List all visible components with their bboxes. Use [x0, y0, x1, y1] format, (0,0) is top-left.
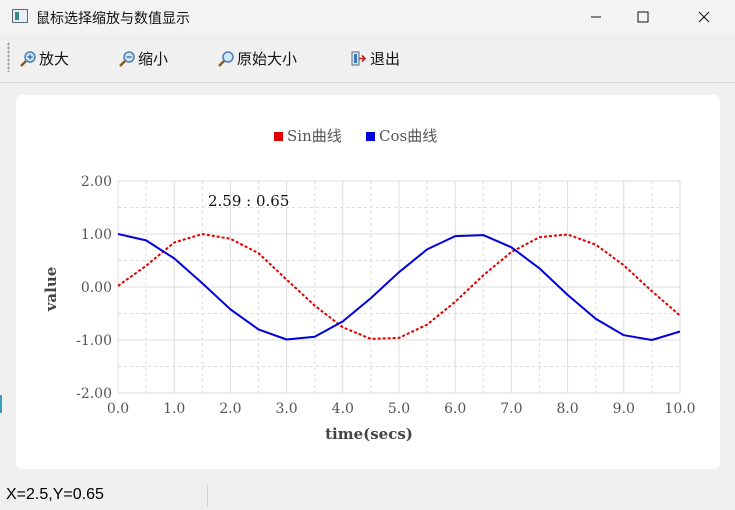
zoom-out-button[interactable]: 缩小	[119, 47, 168, 69]
x-tick-label: 2.0	[219, 401, 241, 417]
zoom-reset-label: 原始大小	[237, 49, 298, 68]
cos-series-line[interactable]	[117, 233, 681, 341]
exit-button[interactable]: 退出	[350, 47, 400, 69]
x-tick-label: 0.0	[107, 401, 129, 417]
cursor-value-readout: 2.59 : 0.65	[208, 192, 289, 210]
y-tick-label: 0.00	[81, 280, 112, 296]
chart-view[interactable]: 0.0 1.0 2.0 3.0 4.0 5.0 6.0 7.0 8.0 9.0 10.0 2.00 1.…	[16, 95, 720, 469]
exit-icon	[351, 51, 367, 65]
y-axis-title: value	[42, 267, 60, 313]
legend-cos-marker	[366, 132, 375, 141]
y-tick-label: 2.00	[81, 174, 112, 190]
close-icon	[698, 11, 710, 23]
x-tick-label: 9.0	[613, 401, 635, 417]
zoom-in-label: 放大	[39, 49, 70, 68]
zoom-reset-icon	[218, 50, 234, 67]
y-tick-label: -1.00	[76, 333, 112, 349]
exit-label: 退出	[370, 49, 401, 68]
minimize-icon	[591, 16, 601, 18]
legend-sin-label: Sin曲线	[287, 127, 342, 145]
toolbar: 放大 缩小 原始大小 退出	[0, 34, 735, 83]
maximize-icon	[637, 11, 649, 23]
sin-series-line[interactable]	[117, 233, 681, 340]
maximize-button[interactable]	[620, 0, 666, 34]
status-separator	[207, 485, 208, 507]
legend-cos-label: Cos曲线	[379, 127, 437, 145]
app-icon	[12, 9, 28, 23]
zoom-out-label: 缩小	[138, 49, 169, 68]
zoom-in-button[interactable]: 放大	[20, 47, 69, 69]
x-tick-label: 7.0	[500, 401, 522, 417]
x-tick-label: 1.0	[163, 401, 185, 417]
x-axis-title: time(secs)	[325, 425, 413, 443]
legend-sin-marker	[274, 132, 283, 141]
x-tick-label: 10.0	[664, 401, 695, 417]
zoom-reset-button[interactable]: 原始大小	[218, 47, 297, 69]
window-title: 鼠标选择缩放与数值显示	[36, 11, 190, 27]
window-edge-marker	[0, 395, 2, 413]
zoom-in-icon	[20, 50, 36, 67]
close-button[interactable]	[681, 0, 727, 34]
status-bar: X=2.5,Y=0.65	[0, 483, 735, 510]
title-bar: 鼠标选择缩放与数值显示	[0, 0, 735, 34]
y-tick-label: -2.00	[76, 386, 112, 402]
x-tick-label: 6.0	[444, 401, 466, 417]
x-tick-label: 3.0	[275, 401, 297, 417]
y-tick-label: 1.00	[81, 227, 112, 243]
toolbar-grip[interactable]	[7, 42, 10, 72]
x-tick-label: 5.0	[388, 401, 410, 417]
x-tick-label: 8.0	[556, 401, 578, 417]
status-coordinates: X=2.5,Y=0.65	[6, 486, 104, 503]
x-tick-label: 4.0	[332, 401, 354, 417]
minimize-button[interactable]	[573, 0, 619, 34]
chart-canvas[interactable]: 0.0 1.0 2.0 3.0 4.0 5.0 6.0 7.0 8.0 9.0 10.0 2.00 1.…	[16, 95, 720, 469]
zoom-out-icon	[119, 50, 135, 67]
